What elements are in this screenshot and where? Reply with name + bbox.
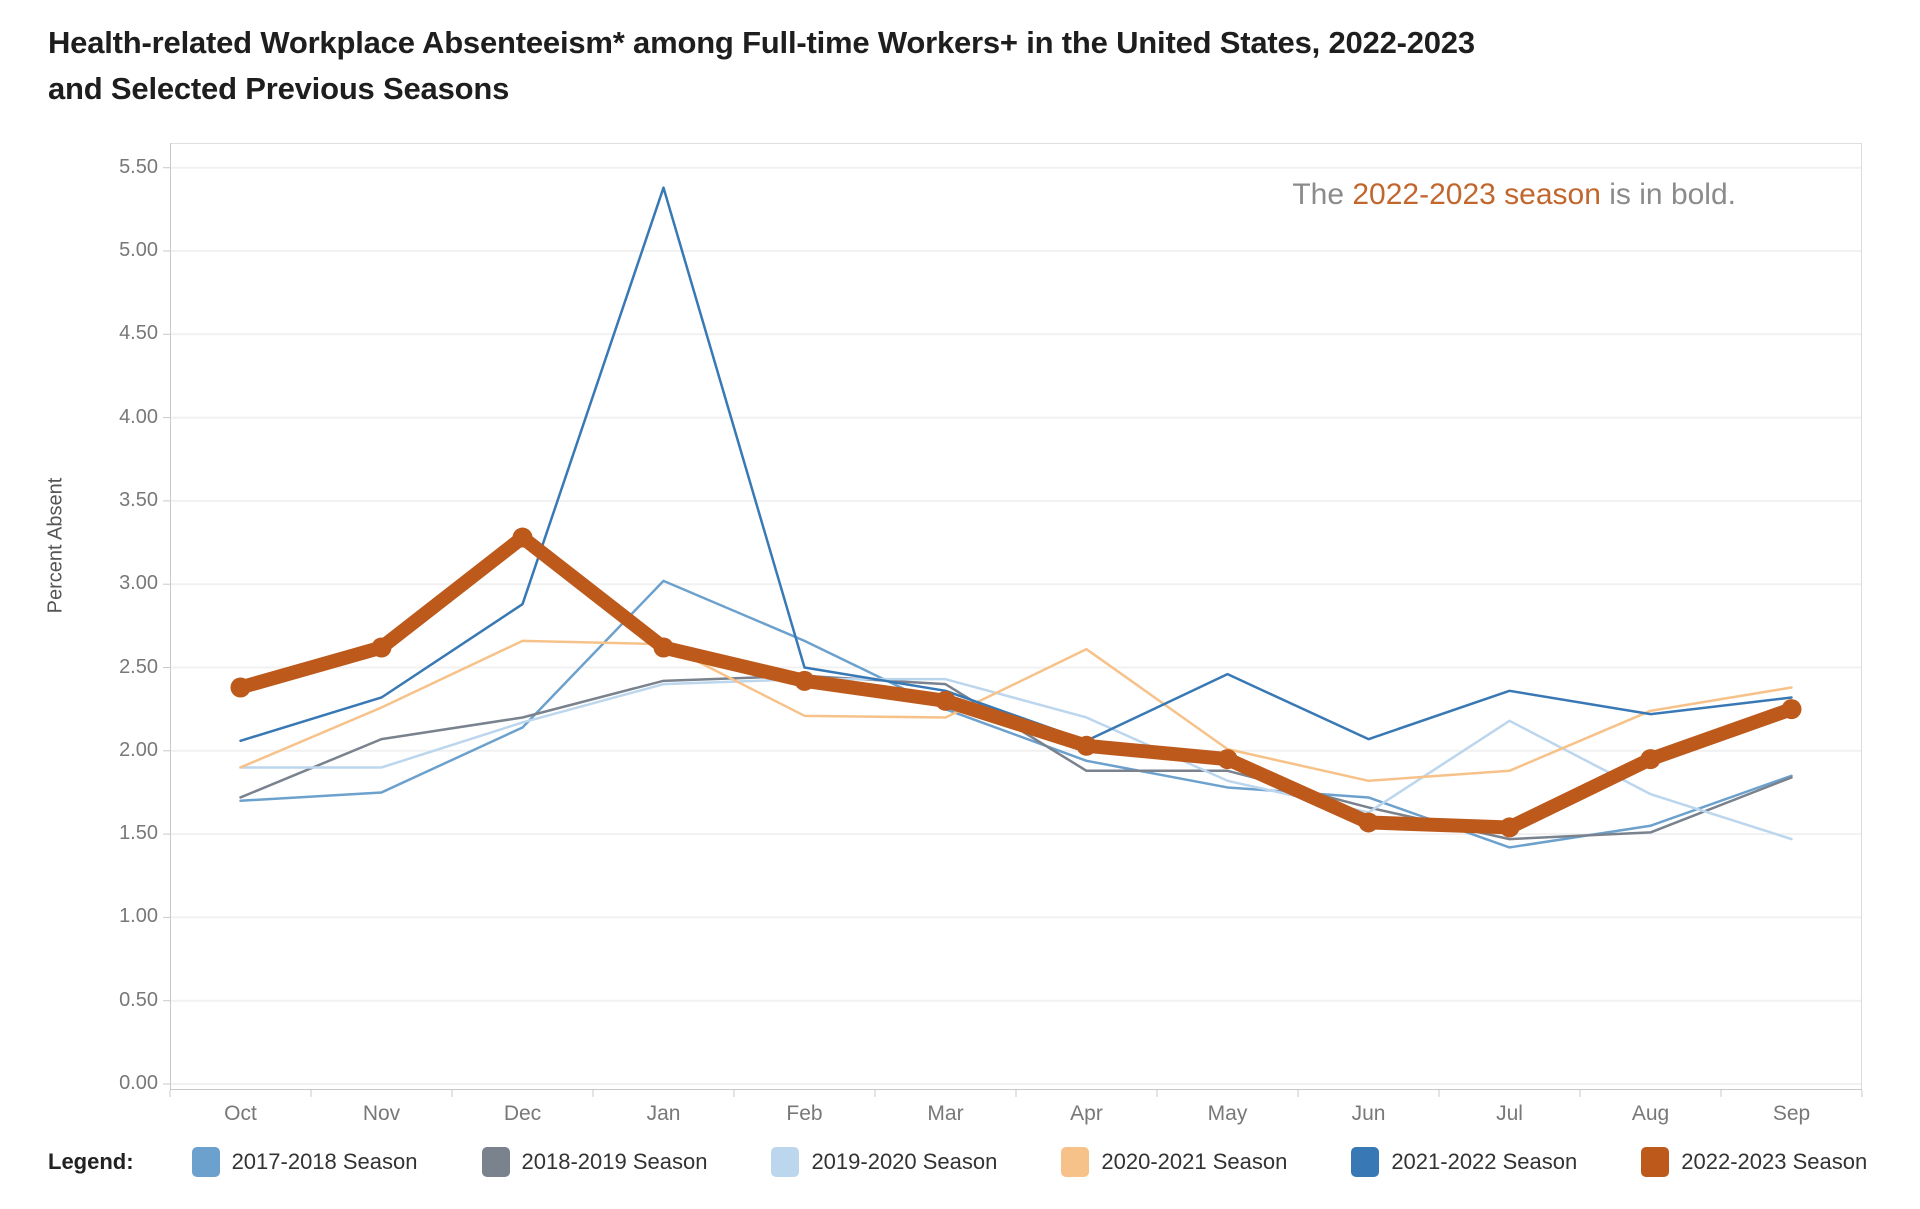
legend-item-label: 2022-2023 Season [1681,1149,1868,1174]
series-line-2021-2022-season [239,186,1793,743]
x-tick-label-sep: Sep [1772,1102,1811,1125]
series-marker [1781,699,1802,720]
x-tick-label-jan: Jan [646,1102,681,1125]
series-marker [794,670,815,691]
legend-item-2022-2023-season[interactable]: 2022-2023 Season [1641,1147,1867,1177]
series-marker [512,527,533,548]
x-tick-label-aug: Aug [1631,1102,1670,1125]
annotation-highlight: 2022-2023 season [1352,178,1601,211]
y-tick-label: 2.00 [119,738,158,761]
x-tick-label-oct: Oct [224,1102,257,1125]
series-line-2018-2019-season [239,674,1793,841]
legend-swatch [771,1147,800,1177]
series-marker [230,677,251,698]
y-tick-label: 1.50 [119,822,158,845]
bold-season-annotation: The 2022-2023 season is in bold. [1292,178,1736,212]
legend-swatch [481,1147,510,1177]
page-title: Health-related Workplace Absenteeism* am… [48,20,1475,112]
legend-item-label: 2021-2022 Season [1391,1149,1578,1174]
y-tick-label: 4.50 [119,322,158,345]
x-tick-label-feb: Feb [786,1102,823,1125]
legend-item-label: 2020-2021 Season [1101,1149,1288,1174]
series-marker [371,637,392,658]
x-tick-label-jun: Jun [1351,1102,1386,1125]
y-tick-label: 3.50 [119,488,158,511]
page-title-line1: Health-related Workplace Absenteeism* am… [48,25,1475,60]
x-tick-label-apr: Apr [1070,1102,1103,1125]
legend-item-label: 2019-2020 Season [811,1149,998,1174]
x-tick-label-jul: Jul [1496,1102,1523,1125]
y-tick-label: 2.50 [119,655,158,678]
plot-canvas [163,143,1863,1097]
series-line-2017-2018-season [239,579,1793,849]
y-tick-label: 4.00 [119,405,158,428]
y-tick-label: 5.00 [119,239,158,261]
x-tick-label-nov: Nov [362,1102,401,1125]
legend-item-label: 2017-2018 Season [231,1149,418,1174]
series-marker [1640,749,1661,770]
y-tick-label: 0.00 [119,1072,158,1094]
legend-item-label: 2018-2019 Season [521,1149,708,1174]
series-marker [1217,749,1238,770]
annotation-suffix: is in bold. [1600,178,1736,211]
series-marker [935,690,956,711]
x-tick-label-mar: Mar [927,1102,964,1125]
legend-swatch [1061,1147,1090,1177]
series-line-2022-2023-season [233,530,1799,835]
legend-item-2019-2020-season[interactable]: 2019-2020 Season [771,1147,997,1177]
series-line-2019-2020-season [239,677,1793,841]
legend: Legend: 2017-2018 Season 2018-2019 Season… [48,1147,1867,1177]
legend-item-2020-2021-season[interactable]: 2020-2021 Season [1061,1147,1287,1177]
legend-item-2018-2019-season[interactable]: 2018-2019 Season [481,1147,708,1177]
x-tick-label-may: May [1207,1102,1248,1125]
legend-items: 2017-2018 Season 2018-2019 Season 2019-202… [191,1147,1867,1177]
legend-item-2021-2022-season[interactable]: 2021-2022 Season [1351,1147,1577,1177]
y-tick-label: 0.50 [119,988,158,1011]
y-tick-label: 1.00 [119,905,158,928]
page-title-line2: and Selected Previous Seasons [48,71,510,106]
legend-swatch [191,1147,220,1177]
legend-item-2017-2018-season[interactable]: 2017-2018 Season [191,1147,418,1177]
annotation-prefix: The [1292,178,1353,211]
series-marker [1076,735,1097,756]
legend-swatch [1641,1147,1670,1177]
legend-label: Legend: [48,1149,134,1174]
series-marker [1358,812,1379,833]
series-marker [1499,817,1520,838]
legend-swatch [1351,1147,1380,1177]
series-line-2020-2021-season [239,639,1793,783]
y-tick-label: 5.50 [119,155,158,178]
x-tick-label-dec: Dec [503,1102,542,1125]
series-marker [653,637,674,658]
y-tick-label: 3.00 [119,572,158,595]
